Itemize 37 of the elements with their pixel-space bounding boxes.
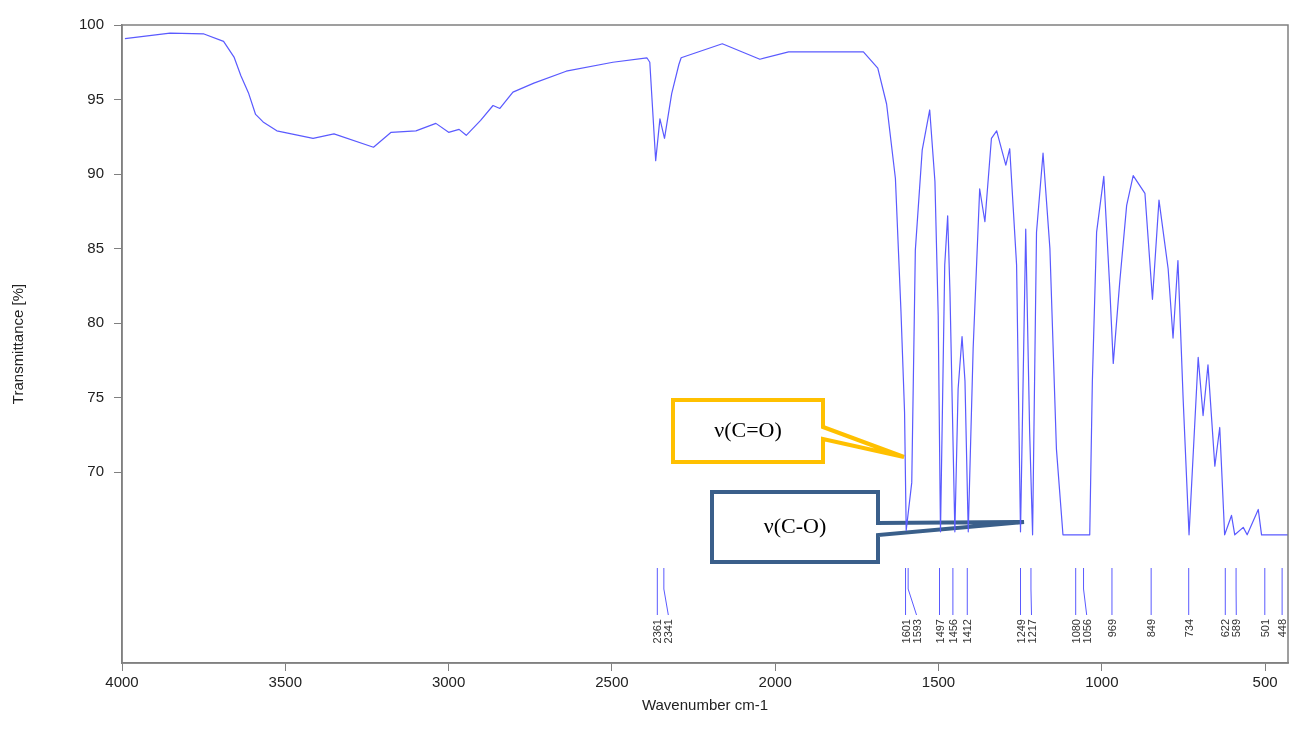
- x-tick-label: 1000: [1085, 673, 1119, 691]
- x-tick-label: 4000: [105, 673, 139, 691]
- annotation: 1497: [933, 619, 946, 644]
- annotation: 1249: [1014, 619, 1027, 644]
- annotation: 1080: [1069, 619, 1082, 644]
- x-tick-label: 500: [1252, 673, 1278, 691]
- annotation: 501: [1258, 619, 1271, 638]
- x-tick-label: 1500: [921, 673, 956, 691]
- annotation: 622: [1219, 619, 1232, 638]
- y-tick-label: 90: [87, 164, 104, 182]
- annotation: 734: [1182, 619, 1195, 638]
- annotation: 1412: [961, 619, 974, 644]
- annotation: ν(C=O): [714, 416, 782, 442]
- y-axis-title: Transmittance [%]: [9, 283, 27, 405]
- x-tick-label: 2500: [595, 673, 629, 691]
- annotation: 1601: [899, 619, 912, 644]
- annotation: 849: [1145, 619, 1158, 638]
- annotation: 589: [1230, 619, 1243, 638]
- y-tick-label: 95: [87, 89, 104, 107]
- y-tick-label: 70: [87, 462, 104, 480]
- annotation: 2341: [662, 619, 675, 644]
- x-tick-label: 2000: [758, 673, 792, 691]
- annotation: 1217: [1025, 619, 1038, 644]
- annotation: 1456: [946, 619, 959, 644]
- y-tick-label: 100: [78, 15, 104, 33]
- annotation: 1593: [910, 619, 923, 644]
- annotation: 969: [1105, 619, 1118, 638]
- annotation: 1056: [1080, 619, 1093, 644]
- x-tick-label: 3000: [431, 673, 466, 691]
- x-tick-label: 3500: [268, 673, 302, 691]
- y-tick-label: 75: [87, 387, 104, 405]
- annotation: 448: [1276, 619, 1289, 638]
- x-axis-title: Wavenumber cm-1: [641, 696, 769, 714]
- y-tick-label: 80: [87, 313, 104, 331]
- annotation: 2361: [651, 619, 664, 644]
- annotation: ν(C-O): [763, 512, 827, 538]
- y-tick-label: 85: [87, 238, 104, 256]
